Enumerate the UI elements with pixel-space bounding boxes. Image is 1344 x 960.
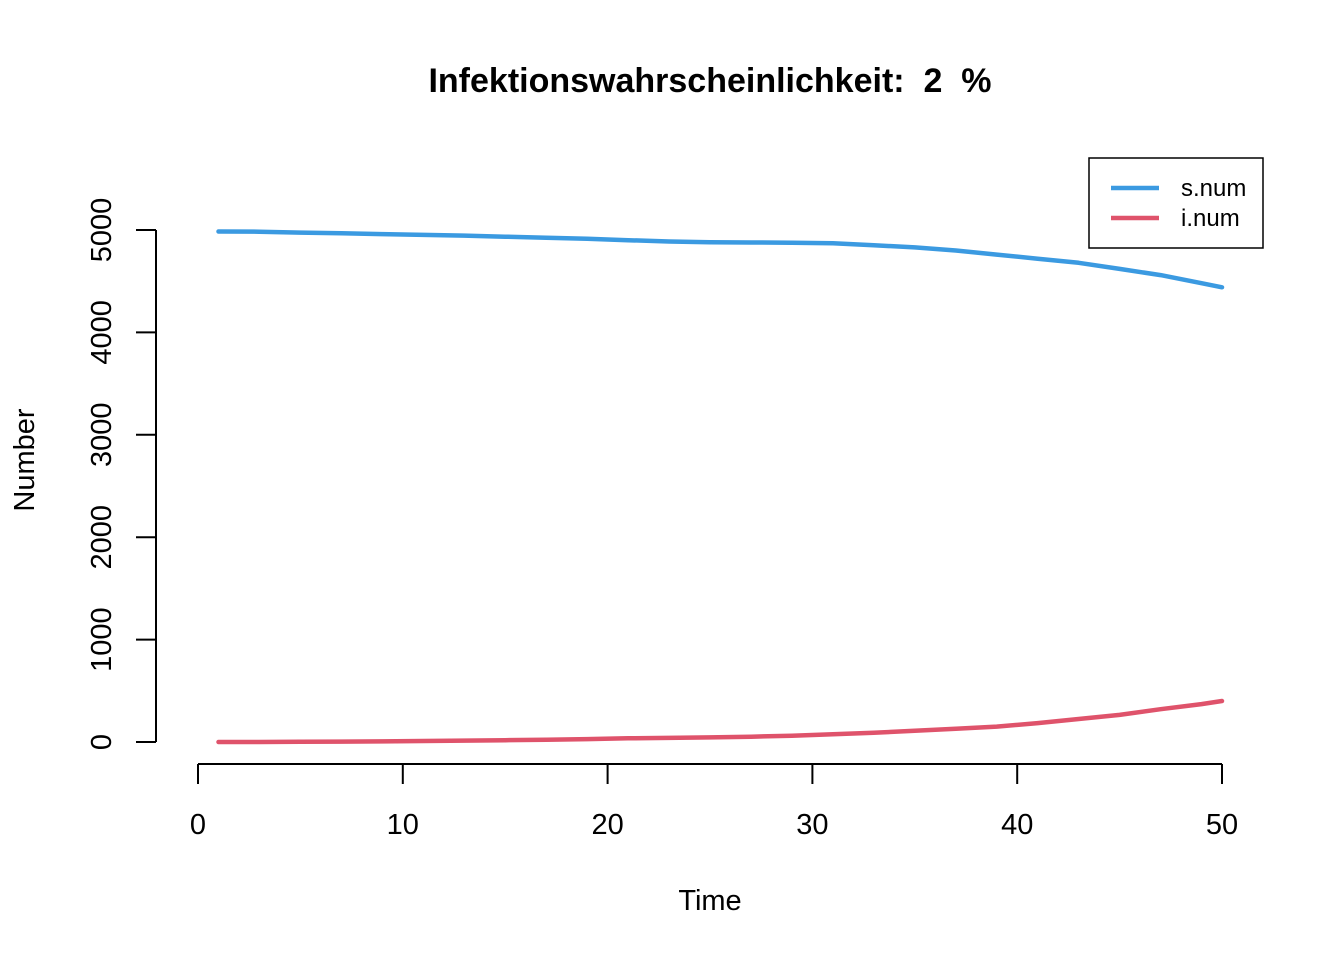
chart-title: Infektionswahrscheinlichkeit: 2 % bbox=[428, 62, 991, 100]
y-axis-label: Number bbox=[9, 408, 41, 511]
plot-lines bbox=[216, 229, 1225, 745]
x-axis: 0 10 20 30 40 50 bbox=[190, 763, 1238, 841]
x-tick-label: 50 bbox=[1206, 809, 1238, 841]
x-axis-label: Time bbox=[678, 885, 741, 917]
series-line-i-num bbox=[216, 698, 1225, 745]
legend-entry: i.num bbox=[1181, 205, 1240, 232]
y-tick-label: 2000 bbox=[86, 505, 118, 570]
y-tick-label: 0 bbox=[86, 734, 118, 750]
y-tick-label: 5000 bbox=[86, 198, 118, 263]
x-tick-label: 10 bbox=[387, 809, 419, 841]
legend-entry: s.num bbox=[1181, 175, 1246, 202]
x-tick-label: 30 bbox=[796, 809, 828, 841]
series-line-s-num bbox=[216, 229, 1225, 290]
y-tick-label: 4000 bbox=[86, 300, 118, 365]
x-tick-label: 20 bbox=[591, 809, 623, 841]
y-tick-label: 1000 bbox=[86, 607, 118, 672]
x-tick-label: 40 bbox=[1001, 809, 1033, 841]
x-tick-label: 0 bbox=[190, 809, 206, 841]
y-axis: 0 1000 2000 3000 4000 5000 bbox=[86, 198, 157, 750]
legend: s.num i.num bbox=[1088, 157, 1264, 249]
y-tick-label: 3000 bbox=[86, 403, 118, 468]
legend-box bbox=[1088, 157, 1264, 249]
